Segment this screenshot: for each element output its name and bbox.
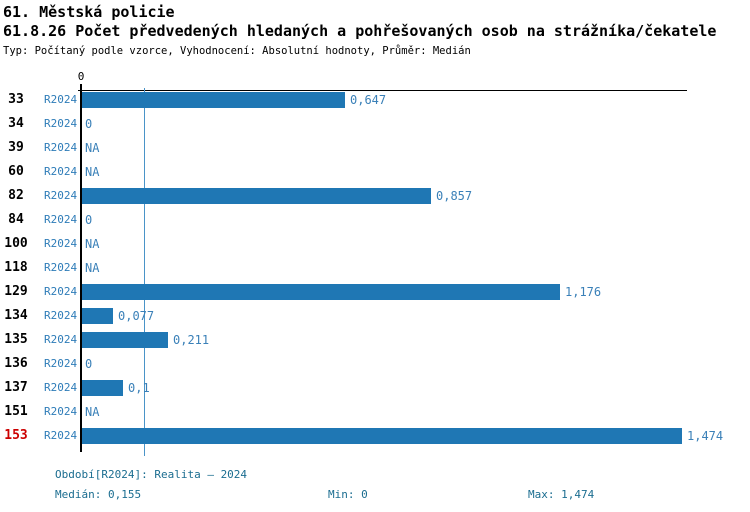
row-value-label: 0 xyxy=(85,357,93,371)
row-value-label: NA xyxy=(85,165,100,179)
chart-row: 100 R2024 NA xyxy=(0,232,750,256)
chart-row: 134 R2024 0,077 xyxy=(0,304,750,328)
row-category-label: 136 xyxy=(4,356,28,371)
row-value-label: 1,474 xyxy=(687,429,724,443)
median-line xyxy=(144,88,145,456)
row-series-label: R2024 xyxy=(44,189,78,202)
chart-row: 82 R2024 0,857 xyxy=(0,184,750,208)
row-series-label: R2024 xyxy=(44,309,78,322)
chart-row: 33 R2024 0,647 xyxy=(0,88,750,112)
x-axis-tick-label: 0 xyxy=(77,70,85,83)
chart-row: 60 R2024 NA xyxy=(0,160,750,184)
row-series-label: R2024 xyxy=(44,93,78,106)
row-value-label: 0,1 xyxy=(128,381,150,395)
chart-row: 118 R2024 NA xyxy=(0,256,750,280)
row-value-label: NA xyxy=(85,405,100,419)
row-category-label: 129 xyxy=(4,284,28,299)
row-series-label: R2024 xyxy=(44,405,78,418)
row-category-label: 151 xyxy=(4,404,28,419)
chart-title: 61. Městská policie xyxy=(3,3,175,21)
footer-period: Období[R2024]: Realita – 2024 xyxy=(55,468,248,481)
row-value-label: 0 xyxy=(85,117,93,131)
chart-row: 39 R2024 NA xyxy=(0,136,750,160)
row-value-label: 1,176 xyxy=(565,285,602,299)
row-series-label: R2024 xyxy=(44,381,78,394)
row-category-label: 135 xyxy=(4,332,28,347)
row-series-label: R2024 xyxy=(44,237,78,250)
row-category-label: 39 xyxy=(8,140,24,155)
chart-row: 137 R2024 0,1 xyxy=(0,376,750,400)
footer-median: Medián: 0,155 xyxy=(55,488,142,501)
row-series-label: R2024 xyxy=(44,429,78,442)
row-category-label: 118 xyxy=(4,260,28,275)
row-series-label: R2024 xyxy=(44,213,78,226)
row-bar xyxy=(82,332,168,348)
row-series-label: R2024 xyxy=(44,261,78,274)
row-series-label: R2024 xyxy=(44,357,78,370)
row-category-label: 84 xyxy=(8,212,24,227)
chart-row: 136 R2024 0 xyxy=(0,352,750,376)
row-category-label: 137 xyxy=(4,380,28,395)
row-series-label: R2024 xyxy=(44,165,78,178)
row-series-label: R2024 xyxy=(44,333,78,346)
row-value-label: 0 xyxy=(85,213,93,227)
row-category-label: 33 xyxy=(8,92,24,107)
chart-row: 135 R2024 0,211 xyxy=(0,328,750,352)
chart-row: 84 R2024 0 xyxy=(0,208,750,232)
row-value-label: NA xyxy=(85,237,100,251)
row-series-label: R2024 xyxy=(44,117,78,130)
row-bar xyxy=(82,428,682,444)
row-bar xyxy=(82,308,113,324)
row-bar xyxy=(82,380,123,396)
y-axis-line xyxy=(80,84,82,452)
chart-meta: Typ: Počítaný podle vzorce, Vyhodnocení:… xyxy=(3,45,471,57)
row-value-label: 0,647 xyxy=(350,93,387,107)
row-value-label: 0,211 xyxy=(173,333,210,347)
chart-row: 153 R2024 1,474 xyxy=(0,424,750,448)
chart-row: 34 R2024 0 xyxy=(0,112,750,136)
footer-max: Max: 1,474 xyxy=(528,488,595,501)
row-bar xyxy=(82,188,431,204)
row-category-label: 153 xyxy=(4,428,28,443)
row-category-label: 134 xyxy=(4,308,28,323)
row-series-label: R2024 xyxy=(44,285,78,298)
row-category-label: 60 xyxy=(8,164,24,179)
row-category-label: 100 xyxy=(4,236,28,251)
row-value-label: NA xyxy=(85,141,100,155)
row-bar xyxy=(82,284,560,300)
footer-min: Min: 0 xyxy=(328,488,368,501)
x-axis-line xyxy=(78,90,687,91)
row-category-label: 34 xyxy=(8,116,24,131)
row-series-label: R2024 xyxy=(44,141,78,154)
chart-subtitle: 61.8.26 Počet předvedených hledaných a p… xyxy=(3,22,717,40)
row-category-label: 82 xyxy=(8,188,24,203)
row-bar xyxy=(82,92,345,108)
row-value-label: NA xyxy=(85,261,100,275)
chart-row: 129 R2024 1,176 xyxy=(0,280,750,304)
row-value-label: 0,077 xyxy=(118,309,155,323)
row-value-label: 0,857 xyxy=(436,189,473,203)
chart-row: 151 R2024 NA xyxy=(0,400,750,424)
